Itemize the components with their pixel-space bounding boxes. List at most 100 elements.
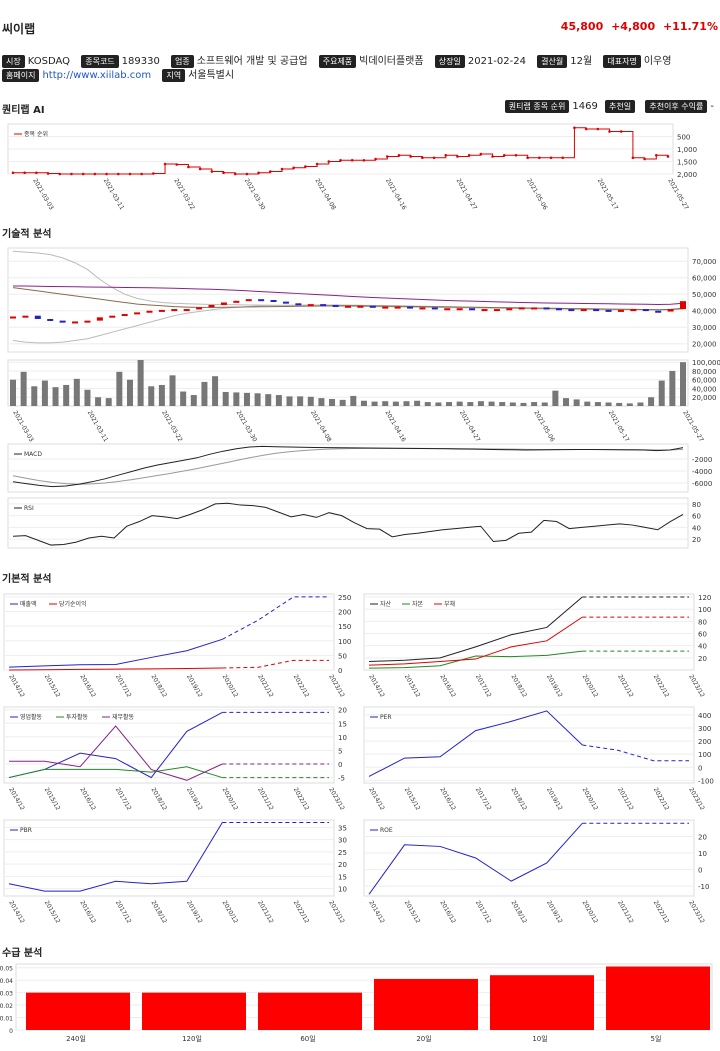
fund1-y-tick: 50 <box>338 652 347 660</box>
volume-bar <box>233 392 240 406</box>
macd-y-tick: -6000 <box>692 480 712 488</box>
candle <box>146 310 153 313</box>
rank-x-tick: 2021-03-03 <box>31 178 55 212</box>
volume-bar <box>552 390 559 406</box>
rank-point <box>397 153 401 157</box>
per-frame <box>363 706 695 784</box>
homepage-tag: 홈페이지 <box>2 69 40 82</box>
volume-bar <box>265 394 272 406</box>
supply-bar <box>258 992 362 1030</box>
macd-legend-label: MACD <box>24 451 42 458</box>
per-x-tick: 2015/12 <box>403 787 422 812</box>
candle <box>208 304 215 308</box>
roe-frame <box>363 819 695 897</box>
volume-bar <box>180 391 187 406</box>
candle <box>10 316 16 319</box>
macd-y-tick: -4000 <box>692 468 712 476</box>
fund1-legend-label: 당기순이익 <box>59 600 87 608</box>
rank-x-tick: 2021-03-30 <box>243 178 267 212</box>
fund1-series-0-line-forecast <box>222 596 329 640</box>
candle <box>59 320 66 323</box>
rank-point <box>70 172 73 176</box>
macd-main-line <box>12 445 684 488</box>
fund2-x-tick: 2017/12 <box>474 674 493 699</box>
volume-y-tick: 100,000 <box>692 359 720 367</box>
price-change-pct: +11.71% <box>662 20 718 33</box>
rank-point <box>233 172 237 176</box>
rec-return-value: - <box>710 101 714 112</box>
pbr-y-tick: 15 <box>338 873 347 881</box>
rank-point <box>128 172 132 176</box>
fund1-y-tick: 250 <box>338 594 351 602</box>
candles-y-tick: 20,000 <box>692 341 717 349</box>
candle <box>680 301 686 310</box>
candle <box>667 309 674 312</box>
rank-point <box>643 157 646 161</box>
volume-y-tick: 40,000 <box>692 385 717 393</box>
volume-bar <box>350 395 357 406</box>
volume-bar <box>563 398 570 406</box>
fund3-legend-label: 영업활동 <box>20 713 43 721</box>
volume-y-tick: 20,000 <box>692 394 717 402</box>
candle <box>531 307 538 310</box>
fund1-y-tick: 0 <box>338 667 342 675</box>
volume-bar <box>680 362 686 406</box>
volume-bar <box>158 384 165 406</box>
volume-x-tick: 2021-03-22 <box>160 410 184 444</box>
candle <box>258 299 265 302</box>
candle <box>394 306 401 309</box>
volume-bar <box>488 401 495 406</box>
rank-y-tick: 2,000 <box>677 171 697 179</box>
candles-ma-d-line <box>12 287 684 311</box>
fund2-series-0-line <box>368 596 583 662</box>
volume-bar <box>190 395 197 406</box>
volume-bar <box>73 378 80 406</box>
volume-bar <box>605 402 612 406</box>
rank-point <box>444 153 448 157</box>
rank-point <box>23 171 26 175</box>
rank-chart: 500 1,000 1,500 2,000 종목 순위 2021-03-03 2021-03… <box>7 123 697 211</box>
supply-x-label: 10일 <box>532 1034 547 1043</box>
homepage-link[interactable]: http://www.xiilab.com <box>42 70 152 81</box>
candle <box>109 315 116 318</box>
macd-y-tick: -2000 <box>692 456 712 464</box>
rank-point <box>526 156 529 160</box>
rank-point <box>93 172 97 176</box>
fund3-legend-label: 재무활동 <box>112 713 135 721</box>
fund3-y-tick: 20 <box>338 707 347 715</box>
rank-point <box>374 157 377 161</box>
fund1-series-1-line-forecast <box>222 659 329 669</box>
rsi-y-tick: 80 <box>692 501 701 509</box>
fund2-x-tick: 2018/12 <box>509 674 528 699</box>
rsi-y-tick: 40 <box>692 524 701 532</box>
pbr-frame <box>3 819 335 897</box>
section-fund-title: 기본적 분석 <box>2 574 52 585</box>
roe-x-tick: 2019/12 <box>545 900 564 925</box>
roe-chart: -10 0 10 20 ROE 2014/12 2015/12 2016/12 2017/12 2… <box>363 819 709 925</box>
candle <box>307 304 314 307</box>
candle <box>655 310 662 313</box>
rank-point <box>491 155 494 158</box>
candle <box>84 320 91 323</box>
volume-bar <box>10 379 16 406</box>
per-x-tick: 2017/12 <box>474 787 493 812</box>
candles-frame <box>7 247 689 353</box>
supply-y-tick: 0.01 <box>0 1016 13 1023</box>
supply-bar <box>490 975 594 1030</box>
supply-x-label: 20일 <box>416 1034 431 1043</box>
volume-bar <box>318 398 325 406</box>
supply-bar <box>142 992 246 1030</box>
roe-y-tick: 10 <box>698 850 707 858</box>
volume-x-tick: 2021-05-06 <box>532 410 556 444</box>
volume-bar <box>41 380 48 406</box>
rank-legend-label: 종목 순위 <box>24 130 48 138</box>
fund3-series-1-line <box>8 766 223 779</box>
rank-point <box>362 158 366 162</box>
rsi-y-tick: 60 <box>692 513 701 521</box>
rank-x-tick: 2021-05-27 <box>666 178 690 212</box>
candle <box>506 308 513 311</box>
volume-y-tick: 80,000 <box>692 368 717 376</box>
rank-x-tick: 2021-05-17 <box>596 178 620 212</box>
rank-point <box>327 160 331 163</box>
candle <box>481 309 488 312</box>
